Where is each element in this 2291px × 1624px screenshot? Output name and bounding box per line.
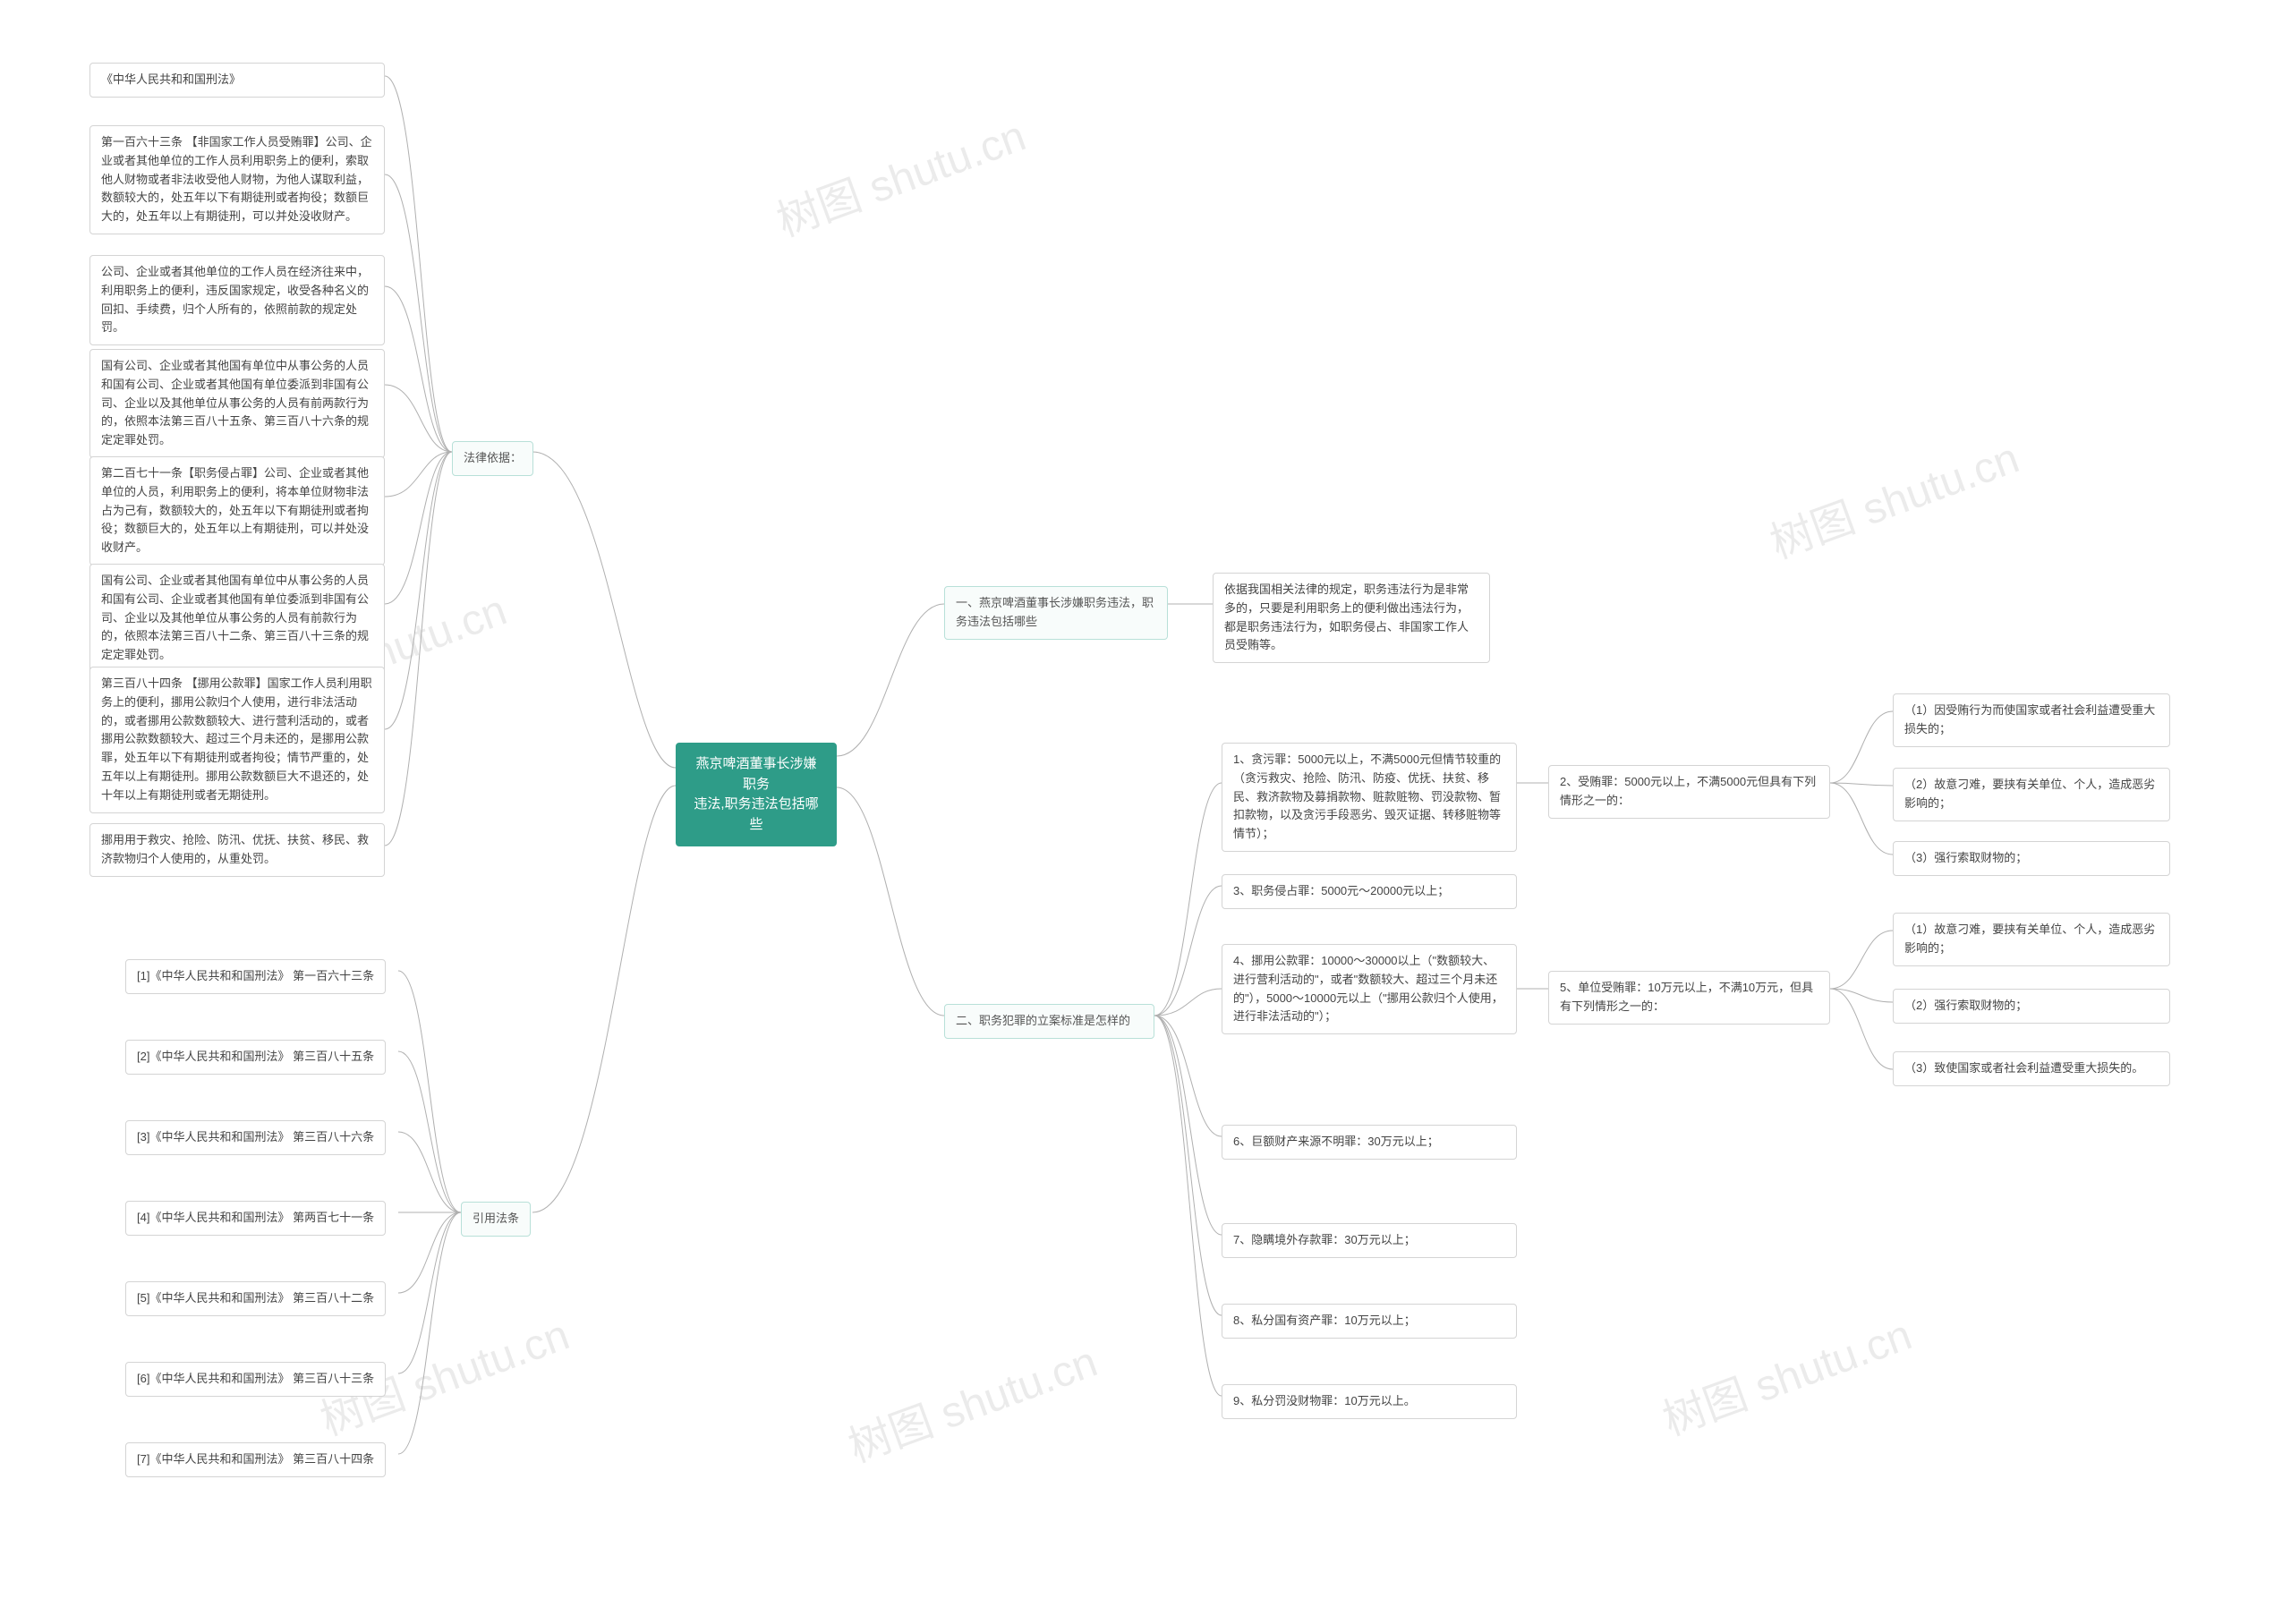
section2-item: 7、隐瞒境外存款罪：30万元以上； <box>1222 1223 1517 1258</box>
section2-item-child: 2、受贿罪：5000元以上，不满5000元但具有下列情形之一的： <box>1548 765 1830 819</box>
cited-law-item: [2]《中华人民共和和国刑法》 第三百八十五条 <box>125 1040 386 1075</box>
section2-subitem: （2）强行索取财物的； <box>1893 989 2170 1024</box>
section2-item: 8、私分国有资产罪：10万元以上； <box>1222 1304 1517 1339</box>
section1-node: 一、燕京啤酒董事长涉嫌职务违法，职务违法包括哪些 <box>944 586 1168 640</box>
section2-subitem: （1）故意刁难，要挟有关单位、个人，造成恶劣影响的； <box>1893 913 2170 966</box>
legal-basis-item: 第三百八十四条 【挪用公款罪】国家工作人员利用职务上的便利，挪用公款归个人使用，… <box>89 667 385 813</box>
legal-basis-item: 国有公司、企业或者其他国有单位中从事公务的人员和国有公司、企业或者其他国有单位委… <box>89 349 385 458</box>
legal-basis-item: 第二百七十一条【职务侵占罪】公司、企业或者其他单位的人员，利用职务上的便利，将本… <box>89 456 385 565</box>
cited-law-item: [7]《中华人民共和和国刑法》 第三百八十四条 <box>125 1442 386 1477</box>
section1-detail: 依据我国相关法律的规定，职务违法行为是非常多的，只要是利用职务上的便利做出违法行… <box>1213 573 1490 663</box>
section2-subitem: （3）致使国家或者社会利益遭受重大损失的。 <box>1893 1051 2170 1086</box>
section2-node: 二、职务犯罪的立案标准是怎样的 <box>944 1004 1154 1039</box>
cited-laws-node: 引用法条 <box>461 1202 531 1237</box>
section2-item: 6、巨额财产来源不明罪：30万元以上； <box>1222 1125 1517 1160</box>
cited-law-item: [6]《中华人民共和和国刑法》 第三百八十三条 <box>125 1362 386 1397</box>
cited-law-item: [1]《中华人民共和和国刑法》 第一百六十三条 <box>125 959 386 994</box>
cited-law-item: [4]《中华人民共和和国刑法》 第两百七十一条 <box>125 1201 386 1236</box>
watermark: 树图 shutu.cn <box>1760 422 2026 570</box>
section2-item: 3、职务侵占罪：5000元～20000元以上； <box>1222 874 1517 909</box>
cited-law-item: [3]《中华人民共和和国刑法》 第三百八十六条 <box>125 1120 386 1155</box>
section2-subitem: （2）故意刁难，要挟有关单位、个人，造成恶劣影响的； <box>1893 768 2170 821</box>
watermark: 树图 shutu.cn <box>1653 1299 1919 1447</box>
watermark: 树图 shutu.cn <box>767 100 1033 248</box>
legal-basis-item: 挪用用于救灾、抢险、防汛、优抚、扶贫、移民、救济款物归个人使用的，从重处罚。 <box>89 823 385 877</box>
legal-basis-item: 第一百六十三条 【非国家工作人员受贿罪】公司、企业或者其他单位的工作人员利用职务… <box>89 125 385 234</box>
section2-item: 4、挪用公款罪：10000～30000以上（"数额较大、进行营利活动的"，或者"… <box>1222 944 1517 1034</box>
section2-subitem: （1）因受贿行为而使国家或者社会利益遭受重大损失的； <box>1893 693 2170 747</box>
section2-item-child: 5、单位受贿罪：10万元以上，不满10万元，但具有下列情形之一的： <box>1548 971 1830 1025</box>
section2-item: 1、贪污罪：5000元以上，不满5000元但情节较重的（贪污救灾、抢险、防汛、防… <box>1222 743 1517 852</box>
legal-basis-item: 《中华人民共和和国刑法》 <box>89 63 385 98</box>
watermark: 树图 shutu.cn <box>839 1326 1104 1474</box>
legal-basis-item: 国有公司、企业或者其他国有单位中从事公务的人员和国有公司、企业或者其他国有单位委… <box>89 564 385 673</box>
cited-law-item: [5]《中华人民共和和国刑法》 第三百八十二条 <box>125 1281 386 1316</box>
legal-basis-item: 公司、企业或者其他单位的工作人员在经济往来中，利用职务上的便利，违反国家规定，收… <box>89 255 385 345</box>
section2-subitem: （3）强行索取财物的； <box>1893 841 2170 876</box>
section2-item: 9、私分罚没财物罪：10万元以上。 <box>1222 1384 1517 1419</box>
root-node: 燕京啤酒董事长涉嫌职务 违法,职务违法包括哪些 <box>676 743 837 846</box>
legal-basis-node: 法律依据： <box>452 441 533 476</box>
